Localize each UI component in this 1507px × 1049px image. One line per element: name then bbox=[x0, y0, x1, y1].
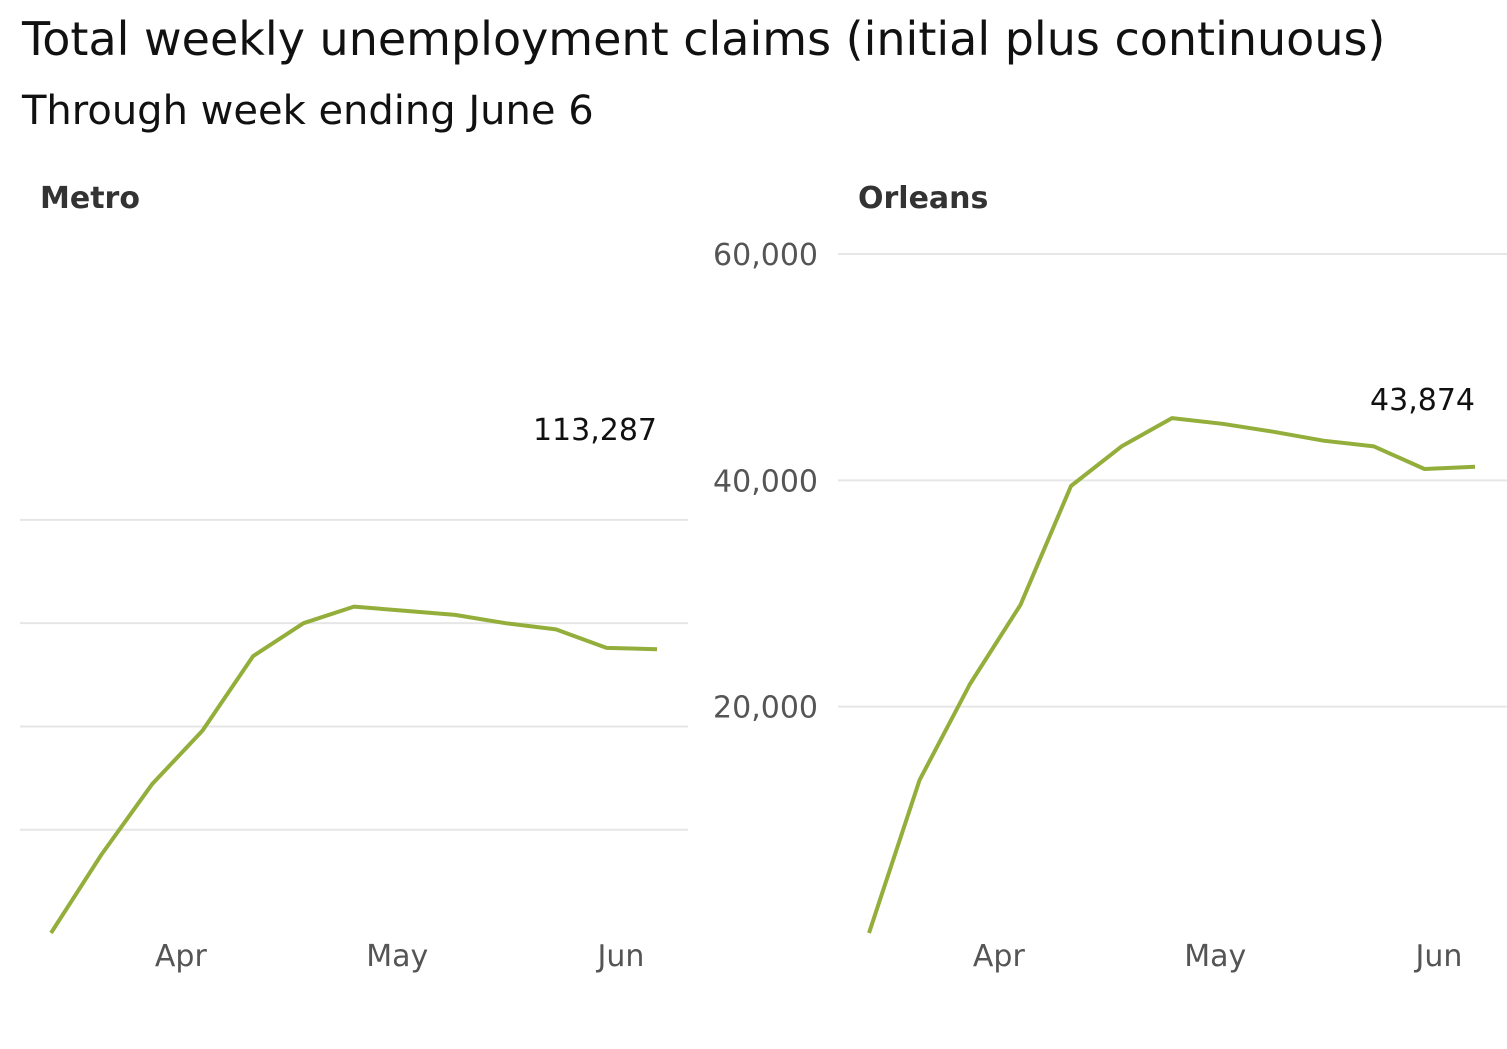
chart-subtitle: Through week ending June 6 bbox=[22, 88, 594, 134]
metro-x-tick-label: Jun bbox=[595, 939, 644, 974]
metro-end-label: 113,287 bbox=[533, 413, 657, 448]
orleans-y-tick-label: 20,000 bbox=[713, 691, 818, 726]
orleans-y-tick-label: 60,000 bbox=[713, 238, 818, 273]
metro-panel: Metro Apr May Jun 113,287 bbox=[20, 181, 688, 974]
orleans-x-tick-label: Apr bbox=[973, 939, 1026, 974]
orleans-x-tick-label: May bbox=[1184, 939, 1246, 974]
metro-panel-title: Metro bbox=[40, 181, 140, 216]
orleans-end-label: 43,874 bbox=[1370, 383, 1475, 418]
orleans-y-tick-label: 40,000 bbox=[713, 464, 818, 499]
metro-x-tick-label: May bbox=[366, 939, 428, 974]
orleans-x-tick-label: Jun bbox=[1413, 939, 1462, 974]
metro-series-line bbox=[49, 604, 658, 935]
orleans-series-line bbox=[867, 416, 1476, 934]
metro-x-tick-label: Apr bbox=[155, 939, 208, 974]
orleans-panel: Orleans 20,000 40,000 60,000 Apr May Jun 43,874 bbox=[713, 181, 1507, 974]
orleans-panel-title: Orleans bbox=[858, 181, 988, 216]
chart-title: Total weekly unemployment claims (initia… bbox=[22, 12, 1386, 66]
